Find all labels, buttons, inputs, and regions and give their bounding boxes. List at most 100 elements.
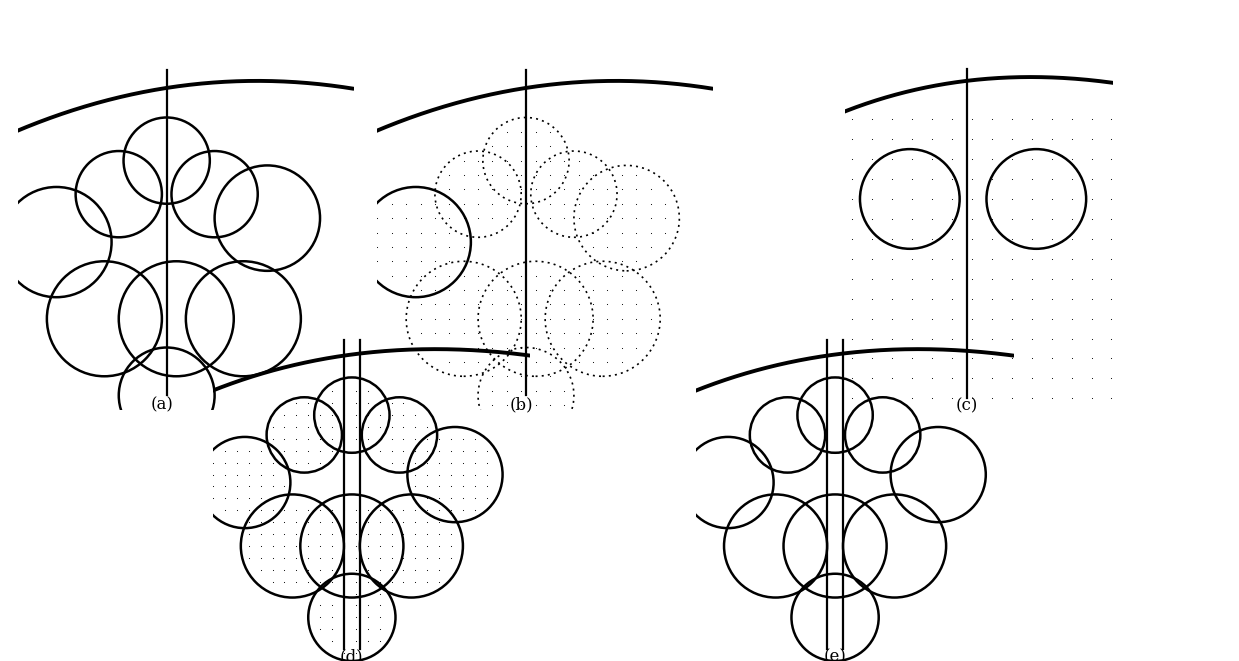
- Point: [482, 414, 502, 424]
- Point: [612, 241, 632, 252]
- Point: [335, 398, 354, 408]
- Point: [405, 481, 425, 492]
- Point: [961, 253, 981, 264]
- Text: (e): (e): [824, 648, 846, 661]
- Point: [1082, 134, 1101, 145]
- Point: [1042, 233, 1062, 244]
- Point: [335, 541, 354, 551]
- Point: [1002, 154, 1022, 165]
- Point: [655, 227, 675, 238]
- Point: [922, 274, 942, 284]
- Point: [394, 434, 414, 444]
- Point: [512, 414, 532, 424]
- Point: [1101, 174, 1121, 184]
- Point: [843, 114, 862, 124]
- Point: [1042, 353, 1062, 364]
- Point: [405, 446, 425, 456]
- Point: [382, 198, 401, 209]
- Point: [554, 198, 574, 209]
- Point: [263, 576, 282, 587]
- Point: [440, 170, 460, 180]
- Point: [429, 576, 449, 587]
- Point: [405, 529, 425, 539]
- Point: [346, 624, 366, 635]
- Point: [1002, 333, 1022, 344]
- Point: [862, 174, 882, 184]
- Point: [1082, 393, 1101, 404]
- Point: [882, 194, 902, 204]
- Point: [299, 457, 318, 468]
- Point: [239, 529, 259, 539]
- Point: [641, 198, 660, 209]
- Point: [497, 400, 517, 410]
- Point: [465, 457, 484, 468]
- Point: [441, 505, 461, 516]
- Point: [961, 214, 981, 224]
- Point: [429, 564, 449, 575]
- Point: [1022, 293, 1042, 304]
- Point: [961, 174, 981, 184]
- Point: [310, 529, 330, 539]
- Point: [525, 385, 545, 396]
- Point: [882, 214, 902, 224]
- Point: [335, 576, 354, 587]
- Point: [468, 184, 488, 194]
- Point: [569, 155, 589, 166]
- Point: [554, 184, 574, 194]
- Point: [263, 493, 282, 504]
- Point: [961, 293, 981, 304]
- Point: [418, 457, 437, 468]
- Point: [961, 373, 981, 383]
- Point: [961, 134, 981, 145]
- Point: [396, 270, 416, 281]
- Point: [1022, 154, 1042, 165]
- Point: [554, 285, 574, 295]
- Point: [569, 213, 589, 223]
- Point: [368, 227, 388, 238]
- Point: [1022, 194, 1042, 204]
- Point: [554, 170, 574, 180]
- Point: [540, 414, 560, 424]
- Point: [584, 227, 603, 238]
- Point: [626, 256, 646, 266]
- Point: [468, 313, 488, 324]
- Point: [862, 393, 882, 404]
- Point: [369, 422, 389, 432]
- Point: [512, 342, 532, 353]
- Point: [569, 328, 589, 338]
- Point: [512, 170, 532, 180]
- Point: [482, 371, 502, 381]
- Point: [862, 293, 882, 304]
- Point: [862, 154, 882, 165]
- Point: [641, 213, 660, 223]
- Point: [512, 328, 532, 338]
- Point: [322, 517, 342, 527]
- Point: [418, 553, 437, 563]
- Point: [1082, 154, 1101, 165]
- Point: [310, 517, 330, 527]
- Point: [1101, 373, 1121, 383]
- Point: [983, 253, 1002, 264]
- Point: [368, 256, 388, 266]
- Point: [396, 198, 416, 209]
- Point: [525, 170, 545, 180]
- Point: [862, 353, 882, 364]
- Point: [275, 529, 295, 539]
- Point: [1062, 114, 1082, 124]
- Point: [418, 576, 437, 587]
- Point: [369, 517, 389, 527]
- Point: [335, 434, 354, 444]
- Point: [512, 141, 532, 151]
- Point: [286, 422, 306, 432]
- Point: [335, 553, 354, 563]
- Point: [299, 576, 318, 587]
- Point: [1082, 194, 1101, 204]
- Point: [961, 233, 981, 244]
- Point: [468, 356, 488, 367]
- Point: [961, 333, 981, 344]
- Point: [1042, 114, 1062, 124]
- Point: [540, 371, 560, 381]
- Point: [612, 227, 632, 238]
- Point: [1082, 214, 1101, 224]
- Point: [322, 553, 342, 563]
